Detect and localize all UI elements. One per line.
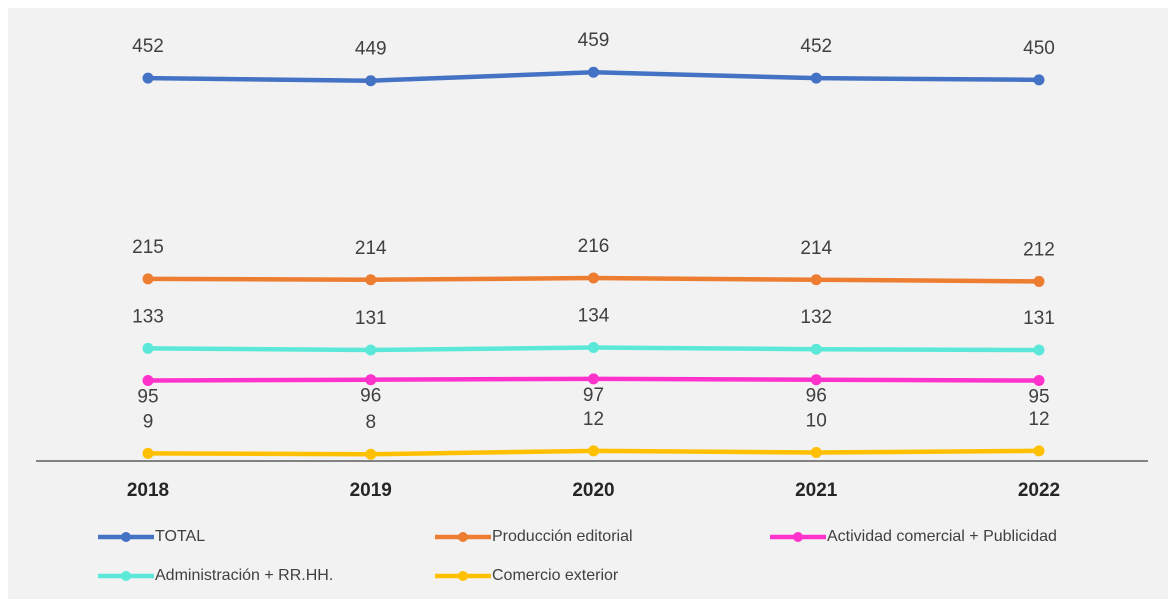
data-point	[588, 373, 599, 385]
data-point	[142, 447, 154, 459]
data-point	[810, 374, 822, 386]
data-label: 216	[578, 236, 610, 257]
data-label: 449	[355, 39, 387, 60]
data-point	[588, 272, 599, 284]
legend-swatch-dot	[458, 571, 468, 581]
data-point	[810, 343, 822, 355]
data-label: 97	[583, 385, 604, 406]
data-point	[810, 72, 822, 84]
data-label: 214	[800, 238, 832, 259]
data-label: 131	[1023, 308, 1055, 329]
data-label: 134	[578, 306, 610, 327]
data-label: 452	[800, 36, 832, 57]
legend-label: Comercio exterior	[492, 567, 619, 584]
legend-swatch-dot	[458, 532, 468, 542]
data-label: 9	[143, 411, 154, 432]
data-point	[588, 445, 599, 457]
data-point	[142, 273, 154, 285]
legend-label: Administración + RR.HH.	[155, 567, 333, 584]
legend-swatch-dot	[793, 532, 803, 542]
data-label: 12	[583, 409, 604, 430]
data-point	[1033, 74, 1045, 86]
legend-label: TOTAL	[155, 528, 205, 545]
data-label: 12	[1028, 409, 1049, 430]
data-point	[365, 274, 377, 286]
x-tick-label: 2021	[795, 480, 838, 501]
data-point	[1033, 275, 1045, 287]
data-point	[365, 75, 377, 87]
data-point	[365, 344, 377, 356]
data-point	[1033, 375, 1045, 387]
data-point	[365, 448, 377, 460]
data-label: 95	[1028, 387, 1049, 408]
data-label: 212	[1023, 239, 1055, 260]
data-label: 215	[132, 237, 164, 258]
data-label: 132	[800, 307, 832, 328]
data-point	[810, 447, 822, 459]
data-point	[365, 374, 377, 386]
chart-background	[8, 8, 1168, 599]
data-point	[142, 342, 154, 354]
data-label: 450	[1023, 38, 1055, 59]
x-tick-label: 2018	[127, 480, 169, 501]
data-label: 459	[578, 30, 610, 51]
data-label: 10	[806, 411, 827, 432]
data-point	[1033, 344, 1045, 356]
data-label: 131	[355, 308, 387, 329]
legend-label: Actividad comercial + Publicidad	[827, 528, 1057, 545]
legend-label: Producción editorial	[492, 528, 633, 545]
data-label: 95	[137, 387, 158, 408]
data-label: 214	[355, 238, 387, 259]
data-point	[142, 375, 154, 387]
data-label: 96	[806, 386, 827, 407]
data-point	[142, 72, 154, 84]
data-label: 8	[365, 412, 376, 433]
data-label: 96	[360, 386, 381, 407]
data-label: 133	[132, 306, 164, 327]
data-point	[588, 66, 599, 78]
legend-swatch-dot	[121, 532, 131, 542]
x-tick-label: 2019	[350, 480, 392, 501]
data-point	[810, 274, 822, 286]
data-label: 452	[132, 36, 164, 57]
legend-swatch-dot	[121, 571, 131, 581]
data-point	[588, 342, 599, 354]
x-tick-label: 2020	[572, 480, 614, 501]
data-point	[1033, 445, 1045, 457]
x-tick-label: 2022	[1018, 480, 1060, 501]
